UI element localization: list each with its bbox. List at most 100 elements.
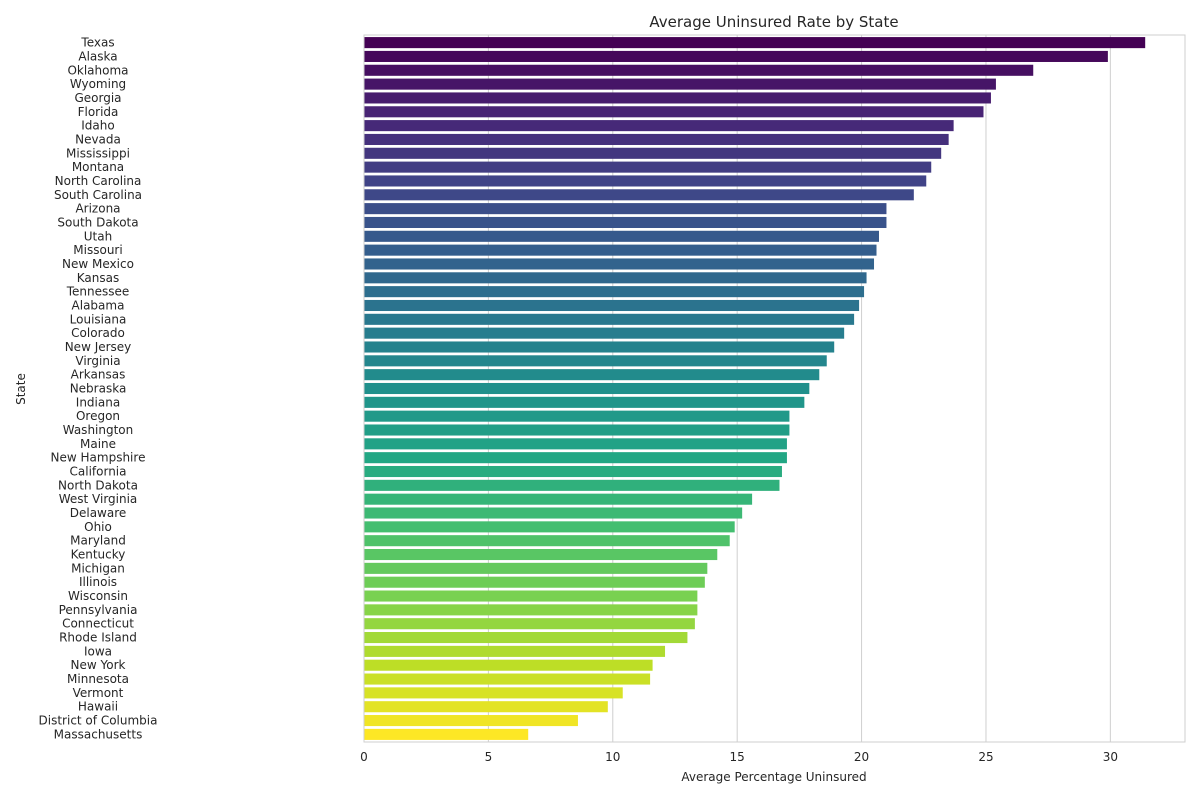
state-label: Oregon (76, 409, 120, 423)
state-label: Missouri (73, 243, 122, 257)
bar (364, 286, 865, 298)
bar (364, 535, 730, 547)
bar (364, 507, 743, 519)
bar (364, 465, 782, 478)
bar (364, 355, 827, 367)
state-label: Michigan (71, 561, 125, 575)
bar (364, 161, 932, 173)
bar (364, 521, 735, 533)
bar (364, 715, 578, 727)
state-label: New Hampshire (51, 451, 146, 465)
state-label: West Virginia (59, 492, 138, 506)
state-label: Kentucky (71, 548, 126, 562)
bar (364, 479, 780, 491)
bar (364, 493, 753, 505)
state-label: Iowa (84, 644, 112, 658)
state-label: Colorado (71, 326, 125, 340)
state-label: Alabama (72, 298, 125, 312)
bar (364, 548, 718, 561)
bar (364, 632, 688, 644)
bar (364, 562, 708, 574)
y-axis-label: State (14, 373, 28, 405)
bar (364, 424, 790, 436)
x-tick-label: 25 (978, 750, 993, 764)
bar (364, 78, 996, 90)
state-label: California (70, 465, 127, 479)
bar (364, 133, 949, 145)
x-tick-label: 5 (485, 750, 493, 764)
bar (364, 327, 845, 339)
state-label: Oklahoma (67, 63, 128, 77)
state-label: Vermont (73, 686, 124, 700)
bar (364, 203, 887, 215)
state-label: Maine (80, 437, 116, 451)
state-label: South Dakota (57, 215, 138, 229)
bar (364, 410, 790, 422)
bar (364, 341, 835, 353)
bar (364, 106, 984, 118)
bar (364, 64, 1034, 76)
bar (364, 728, 529, 740)
bar (364, 120, 954, 132)
state-label: New Jersey (65, 340, 132, 354)
state-label: Pennsylvania (59, 603, 138, 617)
bar (364, 659, 653, 671)
x-tick-label: 30 (1103, 750, 1118, 764)
state-label: Nebraska (70, 382, 127, 396)
bar (364, 92, 991, 104)
bar (364, 396, 805, 408)
state-label: Utah (84, 229, 112, 243)
state-label: Florida (78, 105, 119, 119)
state-label: District of Columbia (39, 714, 158, 728)
bar (364, 50, 1108, 62)
state-label: Alaska (78, 49, 117, 63)
state-label: Indiana (76, 395, 120, 409)
state-label: Maryland (70, 534, 126, 548)
state-label: Georgia (74, 91, 121, 105)
bar (364, 175, 927, 187)
state-label: North Carolina (55, 174, 142, 188)
state-label: Massachusetts (54, 727, 143, 741)
bar (364, 244, 877, 256)
bar (364, 645, 666, 657)
bar (364, 382, 810, 395)
bar (364, 701, 608, 713)
bar (364, 438, 787, 450)
state-label: Hawaii (78, 700, 118, 714)
x-tick-label: 0 (360, 750, 368, 764)
bar (364, 216, 887, 229)
state-label: Washington (63, 423, 134, 437)
bar (364, 37, 1146, 49)
state-label: Wisconsin (68, 589, 128, 603)
bar (364, 618, 695, 630)
bar (364, 147, 942, 159)
state-label: Wyoming (70, 77, 126, 91)
state-label: Tennessee (66, 285, 130, 299)
state-label: New York (71, 658, 126, 672)
state-label: North Dakota (58, 478, 138, 492)
state-label: Minnesota (67, 672, 129, 686)
bar (364, 299, 860, 312)
state-labels: TexasAlaskaOklahomaWyomingGeorgiaFlorida… (39, 36, 158, 742)
state-label: Rhode Island (59, 631, 137, 645)
state-label: Ohio (84, 520, 112, 534)
bar (364, 673, 651, 685)
bars (364, 37, 1146, 740)
plot-frame (363, 34, 1186, 743)
bar (364, 604, 698, 616)
bar (364, 576, 705, 588)
state-label: South Carolina (54, 188, 142, 202)
bar (364, 258, 875, 270)
state-label: Arkansas (71, 368, 126, 382)
bar (364, 272, 867, 284)
x-tick-label: 10 (605, 750, 620, 764)
bar (364, 313, 855, 325)
state-label: Illinois (79, 575, 117, 589)
state-label: Nevada (75, 132, 121, 146)
bar (364, 189, 914, 201)
state-label: Texas (80, 36, 114, 50)
x-tick-labels: 0 5 10 15 20 25 30 (360, 750, 1118, 764)
state-label: Kansas (77, 271, 119, 285)
state-label: Montana (72, 160, 124, 174)
